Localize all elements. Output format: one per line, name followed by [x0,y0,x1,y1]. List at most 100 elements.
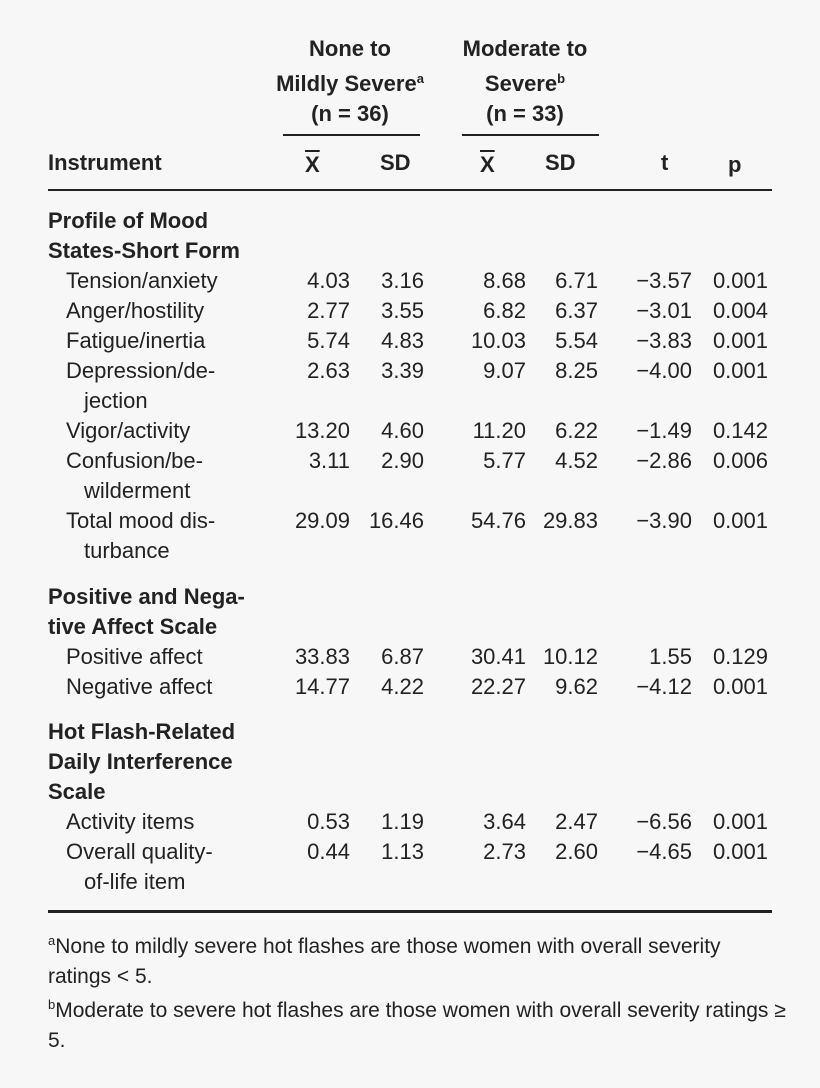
cell-sd1: 3.39 [381,358,424,383]
bottom-rule [48,910,772,913]
cell-sd2: 6.22 [555,418,598,443]
row-label: jection [84,388,148,413]
section-title: Positive and Nega- [48,584,245,609]
footnote-mark-b: b [557,71,566,86]
col-sd2: SD [545,150,576,175]
cell-m1: 13.20 [294,418,350,443]
group1-rule [283,134,420,136]
cell-sd1: 3.16 [381,268,424,293]
cell-p: 0.001 [712,358,768,383]
cell-m2: 5.77 [483,448,526,473]
cell-sd2: 4.52 [555,448,598,473]
cell-sd2: 6.37 [555,298,598,323]
row-label: Confusion/be- [66,448,203,473]
cell-sd1: 1.13 [381,839,424,864]
group2-n: (n = 33) [486,101,564,126]
cell-p: 0.001 [712,674,768,699]
cell-sd1: 3.55 [381,298,424,323]
group2-rule [462,134,599,136]
group2-line2: Severeb [425,64,625,99]
row-label: Depression/de- [66,358,216,383]
cell-m1: 2.77 [307,298,350,323]
row-label: Anger/hostility [66,298,205,323]
group1-header: None to Mildly Severea (n = 36) [250,34,450,129]
col-mean1: X [305,152,320,177]
cell-m1: 0.44 [307,839,350,864]
cell-m1: 14.77 [294,674,350,699]
cell-m1: 5.74 [307,328,350,353]
cell-sd1: 4.83 [381,328,424,353]
section-title: Scale [48,779,106,804]
footnote-mark-a: a [416,71,424,86]
footnote-a-mark: a [48,933,56,948]
cell-m1: 0.53 [307,809,350,834]
footnote-b-text: Moderate to severe hot flashes are those… [48,999,786,1052]
cell-sd2: 8.25 [555,358,598,383]
cell-p: 0.006 [712,448,768,473]
group1-line2: Mildly Severea [250,64,450,99]
cell-t: −6.56 [636,809,692,834]
cell-p: 0.004 [712,298,768,323]
cell-m2: 2.73 [483,839,526,864]
row-label: Positive affect [66,644,203,669]
cell-p: 0.001 [712,809,768,834]
cell-t: −4.00 [636,358,692,383]
row-label: Fatigue/inertia [66,328,206,353]
cell-p: 0.142 [712,418,768,443]
col-mean2: X [480,152,495,177]
footnote-a: aNone to mildly severe hot flashes are t… [48,926,788,992]
col-sd1: SD [380,150,411,175]
cell-m1: 3.11 [308,448,350,473]
cell-t: −3.57 [636,268,692,293]
cell-m2: 22.27 [470,674,526,699]
group2-line1: Moderate to [462,36,588,61]
cell-sd1: 6.87 [381,644,424,669]
row-label: Vigor/activity [66,418,191,443]
cell-m2: 11.20 [472,418,526,443]
cell-t: −4.12 [636,674,692,699]
cell-m1: 29.09 [294,508,350,533]
section-title: tive Affect Scale [48,614,218,639]
cell-m2: 3.64 [483,809,526,834]
cell-sd2: 2.60 [555,839,598,864]
col-instrument: Instrument [48,150,162,175]
row-label: wilderment [84,478,191,503]
cell-p: 0.001 [712,328,768,353]
cell-p: 0.001 [712,268,768,293]
cell-t: −3.90 [636,508,692,533]
cell-sd2: 2.47 [555,809,598,834]
row-label: of-life item [84,869,186,894]
row-label: Overall quality- [66,839,213,864]
cell-sd1: 4.22 [381,674,424,699]
cell-t: −2.86 [636,448,692,473]
cell-p: 0.129 [712,644,768,669]
cell-p: 0.001 [712,839,768,864]
cell-m2: 6.82 [483,298,526,323]
cell-sd2: 5.54 [555,328,598,353]
header-rule [48,189,772,191]
row-label: Activity items [66,809,195,834]
cell-p: 0.001 [712,508,768,533]
cell-t: −1.49 [636,418,692,443]
footnote-b: bModerate to severe hot flashes are thos… [48,990,788,1056]
group1-line2-text: Mildly Severe [276,71,417,96]
cell-sd2: 6.71 [555,268,598,293]
cell-t: −3.83 [636,328,692,353]
row-label: turbance [84,538,170,563]
cell-m1: 4.03 [307,268,350,293]
col-p: p [728,152,742,177]
cell-m1: 33.83 [294,644,350,669]
cell-m2: 8.68 [483,268,526,293]
group2-header: Moderate to Severeb (n = 33) [425,34,625,129]
cell-sd1: 2.90 [381,448,424,473]
cell-m1: 2.63 [307,358,350,383]
row-label: Tension/anxiety [66,268,218,293]
cell-t: −4.65 [636,839,692,864]
cell-m2: 54.76 [470,508,526,533]
section-title: States-Short Form [48,238,240,263]
group2-line2-text: Severe [484,71,558,96]
cell-sd2: 9.62 [555,674,598,699]
cell-sd1: 16.46 [368,508,424,533]
footnote-b-mark: b [48,997,56,1012]
group1-n: (n = 36) [311,101,389,126]
